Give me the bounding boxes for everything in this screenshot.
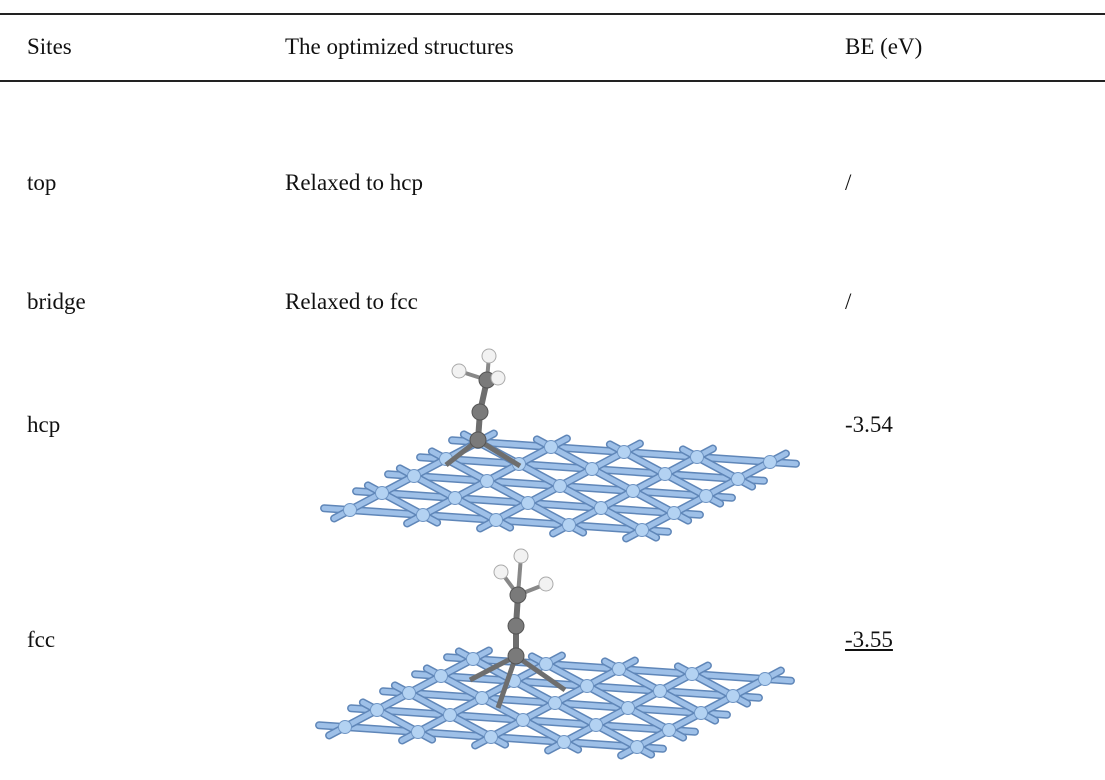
carbon-atom [510,587,526,603]
hydrogen-atom [494,565,508,579]
atom [586,463,599,476]
atom [403,687,416,700]
atom [376,487,389,500]
atom [540,658,553,671]
atom [449,492,462,505]
hydrogen-atom [539,577,553,591]
carbon-atom [472,404,488,420]
atom [759,673,772,686]
atom [581,680,594,693]
atom [408,470,421,483]
hydrogen-atom [491,371,505,385]
atom [618,446,631,459]
atom [622,702,635,715]
atom [417,509,430,522]
atom [485,731,498,744]
hydrogen-atom [452,364,466,378]
carbon-atom [508,618,524,634]
atom [563,519,576,532]
atom [686,668,699,681]
atom [339,721,352,734]
atom [631,741,644,754]
atom [371,704,384,717]
metal-slab [324,434,796,539]
atom [727,690,740,703]
atom [668,507,681,520]
atom [344,504,357,517]
atom [549,697,562,710]
atom [764,456,777,469]
atom [522,497,535,510]
atom [613,663,626,676]
atom [700,490,713,503]
atom [663,724,676,737]
carbon-atom [470,432,486,448]
atom [554,480,567,493]
hydrogen-atom [482,349,496,363]
atom [517,714,530,727]
metal-slab [319,651,791,756]
atom [490,514,503,527]
atom [412,726,425,739]
atom [627,485,640,498]
atom [444,709,457,722]
hydrogen-atom [514,549,528,563]
atom [595,502,608,515]
atom [481,475,494,488]
atom [659,468,672,481]
atom [467,653,480,666]
structure-images [0,0,1105,780]
atom [435,670,448,683]
atom [476,692,489,705]
atom [691,451,704,464]
atom [558,736,571,749]
atom [636,524,649,537]
atom [654,685,667,698]
atom [732,473,745,486]
atom [695,707,708,720]
atom [545,441,558,454]
atom [590,719,603,732]
carbon-atom [508,648,524,664]
table-page: Sites The optimized structures BE (eV) t… [0,0,1105,780]
